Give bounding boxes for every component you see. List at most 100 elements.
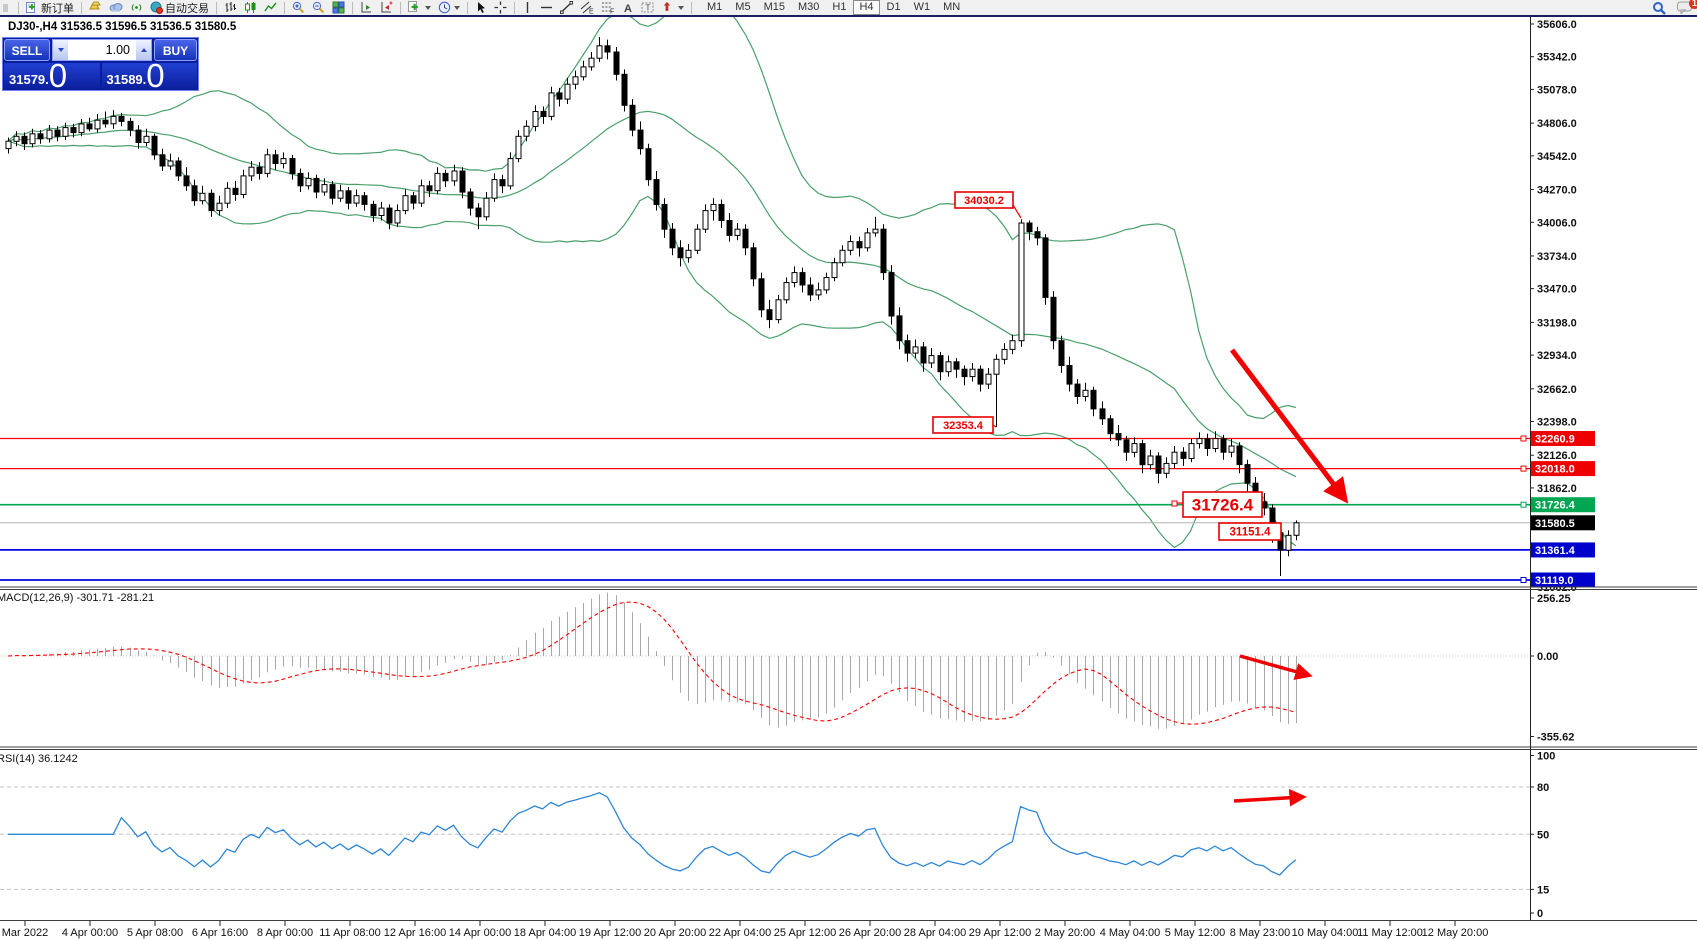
timeframe-group: M1 M5 M15 M30 H1 H4 D1 W1 MN [701,0,966,15]
equidistant-channel-button[interactable]: E [578,1,596,15]
signal-button[interactable] [128,1,145,15]
crosshair-button[interactable] [492,1,509,15]
shapes-icon [663,1,671,11]
volume-input[interactable] [68,40,136,60]
trend-arrow-rsi[interactable] [1233,789,1307,807]
zoom-in-button[interactable] [290,1,307,15]
sell-price[interactable]: 31579. 0 [4,59,100,92]
equidistant-channel-icon: E [580,1,594,14]
volume-decrease-button[interactable] [53,40,68,60]
buy-button[interactable]: BUY [154,39,197,61]
tile-windows-button[interactable] [330,1,347,15]
text-button[interactable]: A [620,1,636,15]
line-handle[interactable] [1520,577,1527,583]
tf-button-H1[interactable]: H1 [832,1,847,13]
time-tick-label: 26 Apr 20:00 [839,927,901,939]
tf-button-H4[interactable]: H4 [853,0,880,15]
line-chart-button[interactable] [262,1,279,15]
svg-text:31361.4: 31361.4 [1535,545,1576,557]
price-annotation-text: 34030.2 [964,195,1004,207]
chart-forward-button[interactable] [358,1,375,15]
bar-chart-button[interactable] [222,1,239,15]
cursor-icon [478,2,485,13]
cloud-icon [109,3,123,12]
price-annotation-box[interactable] [954,191,1014,209]
triangle-up-icon [140,48,147,52]
tf-button-M5[interactable]: M5 [735,1,751,13]
auto-trading-button[interactable]: 自动交易 [148,1,211,15]
line-handle[interactable] [1520,465,1527,472]
time-tick-label: Mar 2022 [2,927,48,939]
partial-icon [1,1,13,15]
zoom-out-button[interactable] [310,1,327,15]
new-order-label: 新订单 [41,2,74,15]
cloud-button[interactable] [107,1,125,15]
dropdown-caret [678,5,684,10]
tf-button-D1[interactable]: D1 [886,1,901,13]
auto-trading-label: 自动交易 [165,2,209,15]
new-order-icon [26,2,35,13]
fibonacci-button[interactable]: F [599,1,617,15]
macd-tick-label: 0.00 [1537,651,1558,663]
line-handle[interactable] [1520,501,1527,508]
tf-button-M15[interactable]: M15 [763,1,785,13]
signal-icon [131,4,142,11]
price-badge-31580.5 [1531,515,1595,531]
vertical-line-button[interactable] [520,1,535,15]
sell-button[interactable]: SELL [4,39,50,61]
fibo-glyph: F [610,9,614,15]
tf-button-W1[interactable]: W1 [913,1,931,13]
svg-text:31580.5: 31580.5 [1535,518,1575,530]
add-indicator-button[interactable] [406,1,433,15]
candlestick-chart-button[interactable] [242,1,259,15]
period-button[interactable] [436,1,462,15]
trendline-icon [560,1,573,14]
tf-button-M30[interactable]: M30 [797,1,820,13]
price-tick-label: 33470.0 [1537,284,1577,296]
price-tick-label: 32934.0 [1537,350,1577,362]
price-annotation-text: 31151.4 [1230,527,1272,539]
price-tick-label: 32126.0 [1537,450,1577,462]
tf-button-MN[interactable]: MN [943,1,961,13]
new-order-button[interactable]: 新订单 [24,1,76,15]
volume-increase-button[interactable] [136,40,151,60]
sell-price-main: 31579 [9,72,46,87]
add-indicator-icon [408,1,418,12]
trend-arrow-main[interactable] [1230,348,1349,504]
search-button[interactable] [1650,1,1669,15]
trend-arrow-macd[interactable] [1239,654,1313,681]
chart-shift-icon [381,1,393,13]
gold-button[interactable] [87,1,104,15]
horizontal-line-button[interactable] [538,1,555,15]
horizontal-line-icon [541,6,552,9]
buy-price[interactable]: 31589. 0 [101,57,197,94]
channel-glyph: E [589,9,594,15]
clock-icon [438,1,451,14]
one-click-trade-panel: SELL BUY 31579.0 31589.0 [2,37,199,94]
macd-tick-label: 256.25 [1537,593,1571,605]
rsi-tick-label: 15 [1537,884,1549,896]
text-label-button[interactable]: T [639,1,657,15]
buy-price-big-digit: 0 [146,57,165,94]
tf-button-M1[interactable]: M1 [707,1,723,13]
shapes-button[interactable] [660,1,686,15]
price-annotation-box[interactable] [1218,522,1282,541]
line-handle[interactable] [1520,435,1527,442]
price-annotation-box[interactable] [1182,491,1263,518]
notifications-button[interactable]: 1 [1675,0,1697,15]
macd-signal-line [7,601,1297,725]
zoom-out-icon [312,1,325,14]
time-tick-label: 19 Apr 12:00 [579,927,641,939]
volume-spinner [52,39,152,61]
label-glyph: T [646,4,651,13]
chart-shift-button[interactable] [378,1,395,15]
trendline-button[interactable] [558,1,575,15]
cursor-button[interactable] [473,1,489,15]
price-tick-label: 32662.0 [1537,384,1577,396]
time-axis: Mar 2022 4 Apr 00:00 5 Apr 08:00 6 Apr 16:0… [2,921,1488,939]
time-tick-label: 18 Apr 04:00 [514,927,576,939]
price-annotation-box[interactable] [932,416,994,434]
chart-background [0,15,1697,940]
price-annotation-text: 31726.4 [1192,496,1254,515]
